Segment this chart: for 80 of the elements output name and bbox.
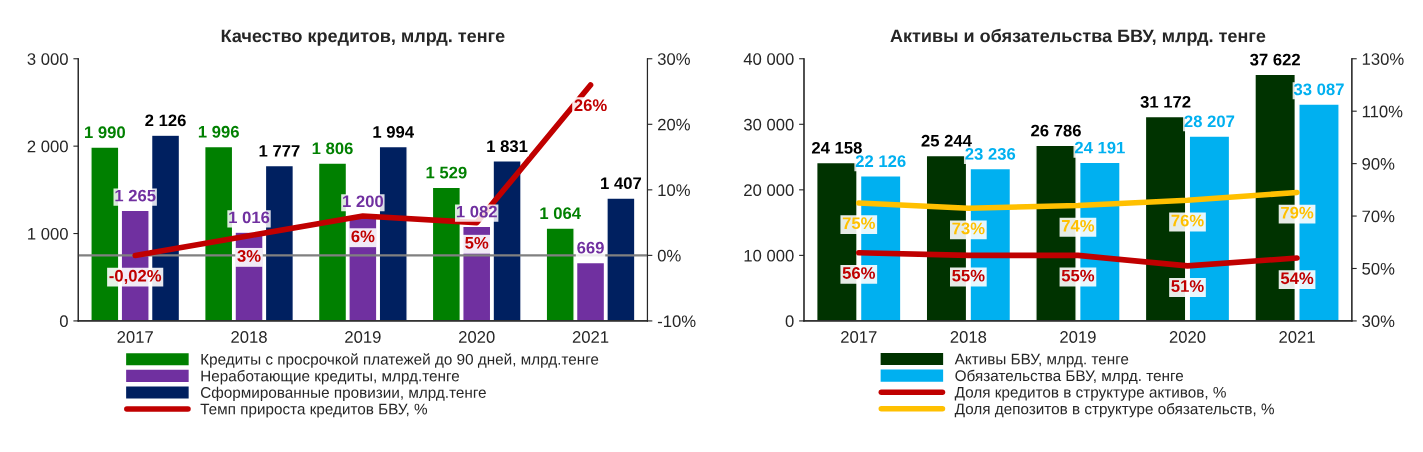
data-label: 1 082 [456, 205, 497, 218]
y2-tick-label: 30% [1362, 315, 1395, 328]
legend-label: Неработающие кредиты, млрд.тенге [201, 370, 460, 385]
x-tick-label: 2021 [572, 331, 609, 343]
y-tick-label: 1 000 [28, 227, 68, 240]
data-label: 75% [842, 217, 876, 230]
legend-label: Активы БВУ, млрд. тенге [954, 353, 1129, 368]
data-label: 1 806 [312, 142, 353, 155]
data-label: 24 158 [811, 141, 862, 154]
data-label: 25 244 [921, 134, 972, 147]
data-label: 22 126 [855, 155, 906, 168]
data-label: 79% [1281, 206, 1314, 219]
data-label: 1 996 [198, 125, 239, 138]
y2-tick-label: 0% [657, 249, 681, 262]
legend-label: Доля кредитов в структуре активов, % [954, 386, 1226, 401]
x-tick-label: 2019 [1060, 331, 1096, 343]
y2-tick-label: 70% [1362, 210, 1395, 223]
data-label: -0,02% [109, 269, 162, 285]
data-label: 74% [1061, 219, 1095, 232]
y-tick-label: 0 [59, 315, 68, 328]
legend-label: Сформированные провизии, млрд.тенге [200, 386, 486, 401]
data-label: 26 786 [1031, 124, 1081, 137]
legend-label: Обязательства БВУ, млрд. тенге [955, 369, 1184, 385]
data-label: 1 994 [373, 126, 414, 138]
y-tick-label: 40 000 [743, 53, 794, 65]
x-tick-label: 2019 [345, 331, 381, 343]
x-tick-label: 2020 [1169, 331, 1206, 343]
y2-tick-label: -10% [657, 315, 696, 328]
data-label: 1 016 [229, 211, 270, 224]
data-label: 1 265 [115, 189, 156, 202]
x-tick-label: 2017 [117, 331, 153, 343]
legend-label: Темп прироста кредитов БВУ, % [200, 403, 428, 418]
y2-tick-label: 130% [1362, 53, 1404, 65]
data-label: 76% [1171, 214, 1204, 227]
data-label: 51% [1171, 280, 1204, 292]
x-tick-label: 2021 [1279, 331, 1315, 343]
y2-tick-label: 20% [658, 118, 690, 131]
y-tick-label: 0 [785, 315, 794, 328]
data-label: 31 172 [1140, 95, 1191, 108]
data-label: 23 236 [965, 147, 1016, 160]
data-label: 6% [351, 230, 375, 243]
data-label: 1 990 [85, 126, 125, 139]
data-label: 56% [842, 267, 876, 279]
y2-tick-label: 110% [1362, 105, 1403, 118]
y-tick-label: 20 000 [744, 184, 794, 197]
x-tick-label: 2017 [841, 331, 877, 343]
y-tick-label: 3 000 [27, 53, 68, 65]
y2-tick-label: 90% [1362, 158, 1395, 170]
chart-title: Качество кредитов, млрд. тенге [221, 29, 505, 46]
data-label: 37 622 [1250, 53, 1300, 66]
data-label: 1 529 [426, 166, 467, 179]
legend-label: Кредиты с просрочкой платежей до 90 дней, млрд.тенге [201, 353, 599, 368]
y-tick-label: 30 000 [743, 118, 794, 131]
data-label: 669 [577, 241, 604, 254]
y-tick-label: 2 000 [27, 140, 68, 153]
data-label: 26% [574, 99, 607, 112]
y2-tick-label: 50% [1362, 262, 1395, 275]
data-label: 1 064 [540, 207, 581, 220]
y2-tick-label: 30% [657, 53, 690, 65]
data-label: 1 200 [343, 195, 384, 208]
y2-tick-label: 10% [658, 184, 690, 197]
data-label: 28 207 [1184, 115, 1235, 128]
data-label: 3% [237, 250, 261, 262]
data-label: 54% [1280, 272, 1314, 285]
data-label: 1 777 [259, 145, 300, 157]
data-label: 55% [952, 269, 985, 282]
legend-label: Доля депозитов в структуре обязательств, % [954, 402, 1274, 418]
data-label: 1 831 [487, 140, 528, 153]
data-label: 33 087 [1293, 83, 1344, 96]
x-tick-label: 2020 [459, 331, 495, 343]
y-tick-label: 10 000 [744, 249, 794, 262]
data-label: 55% [1061, 269, 1095, 282]
chart-title: Активы и обязательства БВУ, млрд. тенге [890, 28, 1266, 46]
x-tick-label: 2018 [231, 331, 267, 343]
data-label: 5% [465, 236, 489, 249]
data-label: 1 407 [601, 177, 642, 190]
x-tick-label: 2018 [950, 331, 987, 343]
data-label: 2 126 [145, 114, 186, 127]
data-label: 24 191 [1074, 141, 1125, 154]
data-label: 73% [952, 222, 985, 235]
